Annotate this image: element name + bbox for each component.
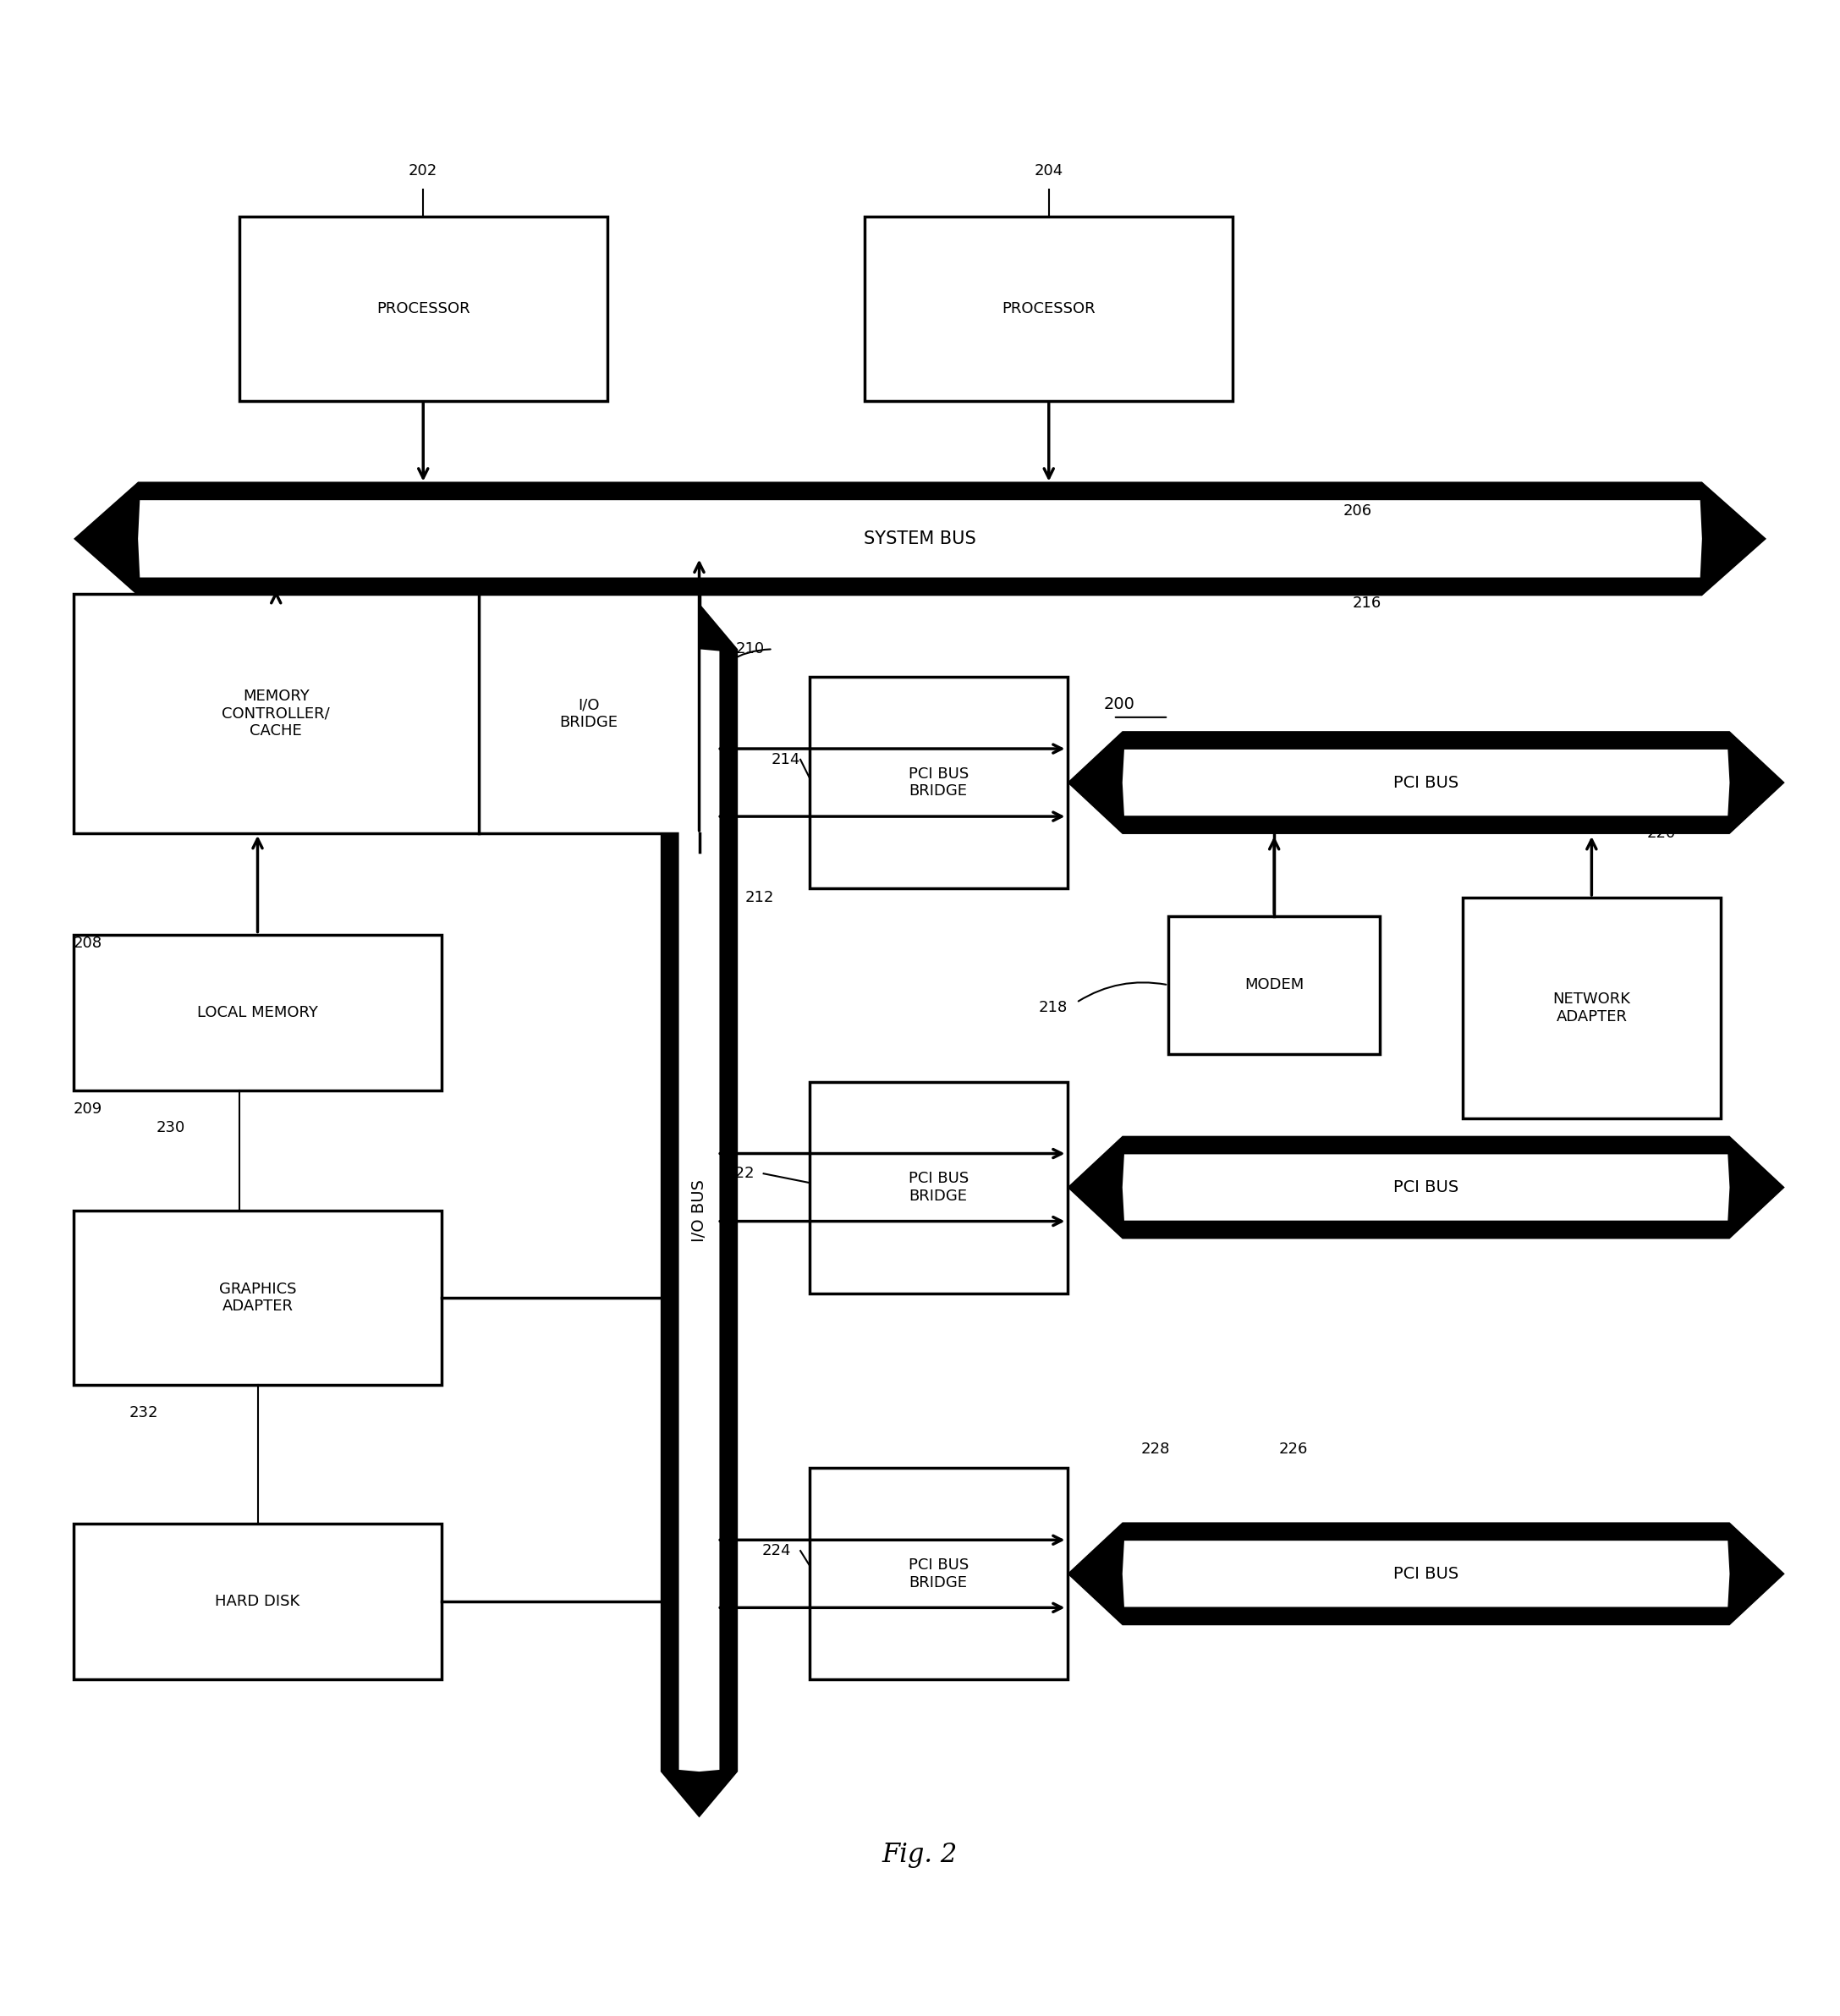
Text: 212: 212 (745, 889, 775, 905)
Text: MODEM: MODEM (1244, 978, 1305, 992)
FancyBboxPatch shape (74, 1524, 442, 1679)
Polygon shape (1067, 1135, 1785, 1240)
FancyBboxPatch shape (1168, 915, 1380, 1054)
Text: PCI BUS: PCI BUS (1393, 1179, 1459, 1195)
Polygon shape (679, 649, 719, 1772)
FancyBboxPatch shape (1463, 897, 1720, 1119)
Text: 232: 232 (129, 1405, 158, 1421)
Text: 209: 209 (74, 1101, 103, 1117)
Polygon shape (74, 482, 1766, 597)
Text: PCI BUS: PCI BUS (1393, 1566, 1459, 1583)
Text: 202: 202 (408, 163, 438, 177)
Text: PCI BUS
BRIDGE: PCI BUS BRIDGE (909, 1171, 968, 1204)
Text: MEMORY
CONTROLLER/
CACHE: MEMORY CONTROLLER/ CACHE (223, 687, 329, 738)
Text: 226: 226 (1279, 1441, 1308, 1458)
Text: 220: 220 (1647, 827, 1676, 841)
Text: 222: 222 (725, 1165, 754, 1181)
Text: 228: 228 (1141, 1441, 1170, 1458)
Text: GRAPHICS
ADAPTER: GRAPHICS ADAPTER (219, 1282, 296, 1314)
Text: PCI BUS
BRIDGE: PCI BUS BRIDGE (909, 1558, 968, 1591)
Polygon shape (138, 500, 1702, 577)
Text: I/O BUS: I/O BUS (692, 1179, 707, 1242)
Text: 200: 200 (1104, 696, 1135, 712)
Text: PCI BUS
BRIDGE: PCI BUS BRIDGE (909, 766, 968, 798)
FancyBboxPatch shape (865, 218, 1233, 401)
Text: 214: 214 (771, 752, 800, 768)
Text: 230: 230 (156, 1121, 186, 1135)
Polygon shape (1122, 1155, 1730, 1220)
FancyBboxPatch shape (239, 218, 607, 401)
Polygon shape (1122, 750, 1730, 816)
Text: 206: 206 (1343, 504, 1373, 518)
Text: 216: 216 (1352, 595, 1382, 611)
Text: 224: 224 (762, 1542, 791, 1558)
Text: 218: 218 (1038, 1000, 1067, 1016)
Text: HARD DISK: HARD DISK (215, 1595, 300, 1609)
FancyBboxPatch shape (74, 1210, 442, 1385)
Text: PCI BUS: PCI BUS (1393, 774, 1459, 790)
FancyBboxPatch shape (74, 933, 442, 1091)
Text: Fig. 2: Fig. 2 (881, 1841, 959, 1867)
Text: LOCAL MEMORY: LOCAL MEMORY (197, 1006, 318, 1020)
Text: I/O
BRIDGE: I/O BRIDGE (559, 698, 618, 730)
Text: 204: 204 (1034, 163, 1064, 177)
Polygon shape (1067, 732, 1785, 835)
Polygon shape (661, 603, 738, 1818)
FancyBboxPatch shape (810, 1083, 1067, 1292)
FancyBboxPatch shape (810, 1468, 1067, 1679)
FancyBboxPatch shape (810, 677, 1067, 889)
Text: 210: 210 (736, 641, 765, 657)
Text: PROCESSOR: PROCESSOR (377, 300, 469, 317)
Text: PROCESSOR: PROCESSOR (1003, 300, 1095, 317)
Text: SYSTEM BUS: SYSTEM BUS (863, 530, 977, 546)
Text: 208: 208 (74, 935, 103, 952)
Polygon shape (1122, 1540, 1730, 1607)
Text: NETWORK
ADAPTER: NETWORK ADAPTER (1553, 992, 1630, 1024)
FancyBboxPatch shape (74, 595, 699, 833)
Polygon shape (1067, 1522, 1785, 1625)
